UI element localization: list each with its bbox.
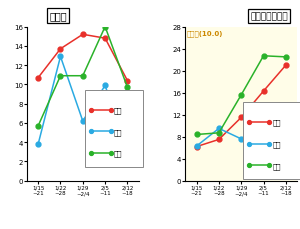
FancyBboxPatch shape (85, 90, 143, 167)
Text: 全道: 全道 (114, 107, 122, 114)
Text: コロナ: コロナ (50, 11, 67, 21)
Text: 北見: 北見 (114, 150, 122, 157)
Text: 網走: 網走 (114, 128, 122, 135)
Text: 網走: 網走 (272, 141, 281, 147)
Text: 全道: 全道 (272, 119, 281, 126)
Text: 注意報(10.0): 注意報(10.0) (187, 30, 223, 36)
FancyBboxPatch shape (243, 103, 300, 179)
Text: インフルエンザ: インフルエンザ (250, 12, 288, 21)
Text: 北見: 北見 (272, 162, 281, 169)
